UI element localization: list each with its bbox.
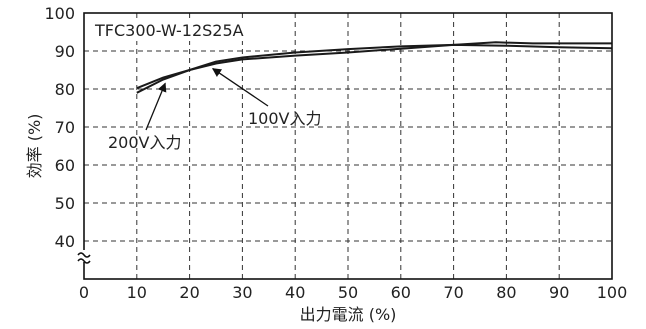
series-layer — [136, 41, 613, 94]
y-tick-labels: 40 50 60 70 80 90 100 — [44, 4, 75, 251]
x-tick-label: 60 — [391, 283, 411, 302]
annotation-arrow-100v — [211, 68, 269, 107]
x-tick-label: 30 — [232, 283, 252, 302]
y-tick-label: 50 — [55, 194, 75, 213]
y-tick-label: 80 — [55, 80, 75, 99]
y-axis-title: 効率 (%) — [25, 114, 44, 179]
annotation-label-100v: 100V入力 — [248, 109, 322, 128]
annotation-layer: 100V入力 200V入力 — [108, 68, 322, 152]
x-tick-label: 10 — [127, 283, 147, 302]
plot-frame — [83, 12, 613, 280]
axis-break-marker — [77, 250, 91, 264]
x-tick-label: 40 — [285, 283, 305, 302]
x-tick-label: 80 — [496, 283, 516, 302]
x-tick-label: 90 — [549, 283, 569, 302]
y-tick-label: 40 — [55, 232, 75, 251]
x-tick-label: 100 — [597, 283, 628, 302]
y-tick-label: 70 — [55, 118, 75, 137]
series-line-100v — [136, 41, 612, 94]
x-axis-title: 出力電流 (%) — [300, 305, 397, 324]
x-tick-label: 70 — [443, 283, 463, 302]
grid — [84, 13, 612, 279]
y-tick-label: 60 — [55, 156, 75, 175]
series-line-200v — [136, 43, 613, 90]
chart-title: TFC300-W-12S25A — [94, 21, 244, 40]
x-tick-labels: 0 10 20 30 40 50 60 70 80 90 100 — [79, 283, 627, 302]
y-tick-label: 90 — [55, 42, 75, 61]
x-tick-label: 50 — [338, 283, 358, 302]
annotation-label-200v: 200V入力 — [108, 133, 182, 152]
x-tick-label: 20 — [179, 283, 199, 302]
annotation-arrow-200v — [145, 82, 167, 131]
y-tick-label: 100 — [44, 4, 75, 23]
x-tick-label: 0 — [79, 283, 89, 302]
